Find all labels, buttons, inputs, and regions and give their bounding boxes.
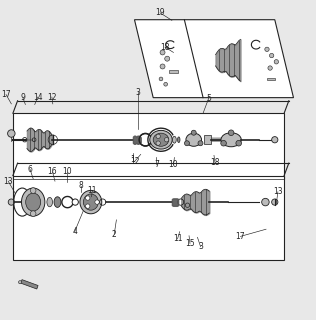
Ellipse shape: [26, 193, 41, 211]
Circle shape: [86, 204, 90, 208]
Ellipse shape: [186, 133, 202, 146]
Circle shape: [156, 134, 160, 139]
Ellipse shape: [83, 194, 98, 210]
Circle shape: [19, 281, 21, 284]
Circle shape: [165, 56, 170, 61]
Ellipse shape: [150, 130, 172, 149]
Text: 15: 15: [185, 239, 195, 248]
Circle shape: [272, 137, 278, 143]
Text: 13: 13: [3, 177, 13, 186]
Circle shape: [228, 130, 234, 136]
Text: 12: 12: [130, 157, 139, 166]
Circle shape: [221, 140, 226, 146]
Text: 1: 1: [131, 155, 135, 164]
Circle shape: [159, 77, 163, 81]
Circle shape: [270, 53, 274, 58]
Polygon shape: [135, 20, 294, 98]
Circle shape: [274, 60, 278, 64]
Text: 8: 8: [78, 181, 83, 190]
Circle shape: [8, 199, 15, 205]
Circle shape: [160, 50, 165, 55]
Ellipse shape: [47, 197, 52, 207]
Ellipse shape: [54, 197, 61, 207]
Circle shape: [265, 47, 269, 52]
Bar: [267, 78, 275, 80]
Text: 7: 7: [154, 160, 159, 169]
Circle shape: [30, 211, 36, 216]
Circle shape: [164, 138, 169, 142]
Ellipse shape: [178, 137, 180, 142]
Text: 6: 6: [27, 165, 33, 174]
Text: 17: 17: [1, 90, 11, 99]
Circle shape: [191, 130, 196, 135]
Circle shape: [185, 141, 190, 146]
Text: 18: 18: [160, 43, 170, 52]
Text: 11: 11: [173, 234, 182, 244]
Ellipse shape: [153, 133, 169, 146]
Text: 9: 9: [21, 93, 25, 102]
Text: 3: 3: [135, 88, 140, 97]
Bar: [13, 176, 284, 260]
Text: 14: 14: [33, 92, 43, 101]
Ellipse shape: [80, 190, 102, 214]
Circle shape: [236, 140, 241, 146]
Circle shape: [262, 198, 269, 206]
Bar: [204, 135, 211, 144]
Bar: [13, 113, 284, 179]
Text: 18: 18: [210, 158, 220, 167]
Ellipse shape: [21, 188, 45, 216]
Text: 3: 3: [198, 242, 203, 251]
Text: 11: 11: [88, 186, 97, 195]
Circle shape: [198, 141, 203, 146]
Circle shape: [86, 196, 90, 200]
Bar: [169, 70, 178, 73]
Circle shape: [160, 64, 165, 69]
Circle shape: [8, 130, 15, 137]
Circle shape: [156, 141, 160, 145]
Circle shape: [268, 66, 272, 70]
Text: 10: 10: [169, 161, 178, 170]
Text: 17: 17: [236, 232, 245, 241]
Text: 2: 2: [112, 230, 117, 239]
Text: 19: 19: [155, 8, 165, 17]
Ellipse shape: [221, 133, 241, 147]
Circle shape: [164, 82, 167, 86]
Circle shape: [30, 188, 36, 193]
Ellipse shape: [173, 136, 176, 143]
Bar: [21, 280, 38, 289]
Text: 13: 13: [273, 187, 283, 196]
Text: 12: 12: [47, 92, 57, 101]
Circle shape: [95, 200, 99, 204]
Text: 10: 10: [63, 167, 72, 176]
Text: 16: 16: [48, 167, 57, 176]
Text: 5: 5: [206, 94, 211, 103]
Text: 4: 4: [72, 227, 77, 236]
Circle shape: [272, 199, 278, 205]
